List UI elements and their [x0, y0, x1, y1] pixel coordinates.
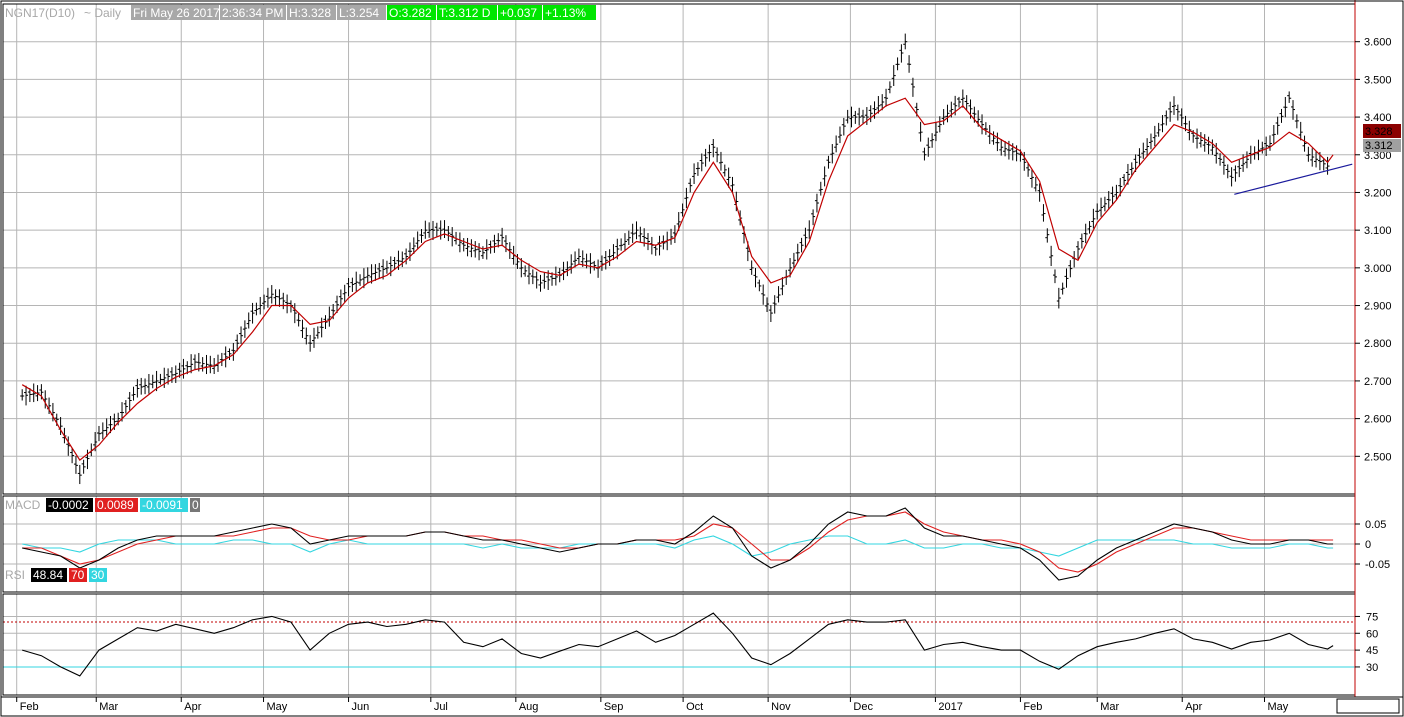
header-low: L:3.254 [339, 6, 379, 20]
legends: NGN17(D10) ~ Daily Fri May 26 2017 2:36:34 … [5, 5, 596, 582]
macd-legend-zero-bg [190, 498, 200, 512]
y-tick-label: -0.05 [1365, 559, 1390, 571]
x-tick-label: Apr [184, 701, 201, 713]
rsi-legend-lower: 30 [91, 568, 105, 582]
y-tick-label: 2.500 [1364, 451, 1392, 463]
y-tick-label: 3.200 [1364, 187, 1392, 199]
y-tick-label: 3.600 [1364, 37, 1392, 49]
macd-legend-title: MACD [5, 498, 41, 512]
header-low-bg [337, 5, 386, 20]
macd-legend-hist-bg [140, 498, 188, 512]
header-change-bg [498, 5, 542, 20]
x-tick-label: Apr [1185, 701, 1202, 713]
y-tick-label: 3.300 [1364, 150, 1392, 162]
header-change: +0.037 [500, 6, 537, 20]
current-price-badge-bg [1363, 139, 1401, 152]
macd-legend-value-bg [46, 498, 93, 512]
x-tick-label: Mar [99, 701, 118, 713]
y-tick-label: 75 [1366, 611, 1378, 623]
x-tick-label: Nov [771, 701, 791, 713]
x-tick-label: May [1268, 701, 1289, 713]
x-tick-label: Mar [1100, 701, 1119, 713]
macd-legend-zero: 0 [192, 498, 199, 512]
rsi-legend-upper: 70 [71, 568, 85, 582]
x-tick-label: Jun [352, 701, 370, 713]
header-change-pct: +1.13% [545, 6, 586, 20]
rsi-line [22, 612, 1334, 677]
header-date-bg [131, 5, 219, 20]
price-bars [20, 33, 1330, 485]
y-tick-label: 2.800 [1364, 338, 1392, 350]
x-tick-label: Aug [519, 701, 539, 713]
macd-lines [22, 507, 1334, 581]
header-change-pct-bg [543, 5, 596, 20]
header-high: H:3.328 [289, 6, 331, 20]
header-period: ~ Daily [84, 6, 121, 20]
macd-legend-hist: -0.0091 [142, 498, 183, 512]
last-price-badge: 3.328 [1365, 126, 1393, 138]
y-axis: 3.600 3.500 3.400 3.300 3.200 3.100 3.000 2.900… [1355, 37, 1392, 674]
y-tick-label: 3.000 [1364, 263, 1392, 275]
current-price-badge: 3.312 [1365, 140, 1393, 152]
x-tick-label: Feb [20, 701, 39, 713]
y-tick-label: 0 [1365, 539, 1371, 551]
macd-legend-signal-bg [95, 498, 138, 512]
x-tick-label: May [267, 701, 288, 713]
y-tick-label: 2.600 [1364, 414, 1392, 426]
macd-legend-value: -0.0002 [48, 498, 89, 512]
rsi-legend-value: 48.84 [33, 568, 63, 582]
x-tick-label: Jul [434, 701, 448, 713]
rsi-legend-upper-bg [69, 568, 87, 582]
header-open: O:3.282 [389, 6, 432, 20]
moving-average-line [21, 97, 1334, 461]
y-tick-label: 2.900 [1364, 301, 1392, 313]
x-tick-label: Oct [686, 701, 703, 713]
rsi-legend-title: RSI [5, 568, 25, 582]
header-symbol: NGN17(D10) [5, 6, 75, 20]
header-time: 2:36:34 PM [222, 6, 283, 20]
rsi-legend-value-bg [31, 568, 67, 582]
y-tick-label: 60 [1366, 628, 1378, 640]
last-price-badge-bg [1363, 124, 1401, 138]
y-tick-label: 0.05 [1365, 519, 1386, 531]
header-open-bg [387, 5, 436, 20]
x-tick-label: Sep [604, 701, 624, 713]
y-tick-label: 3.500 [1364, 74, 1392, 86]
header-date: Fri May 26 2017 [133, 6, 220, 20]
header-time-bg [220, 5, 286, 20]
rsi-lines [22, 612, 1334, 677]
x-axis: Feb Mar Apr May Jun Jul Aug Sep Oct Nov Dec 2017 Feb… [16, 697, 1400, 714]
macd-line [22, 507, 1334, 581]
price-lines [21, 97, 1353, 461]
corner-box [1336, 698, 1400, 714]
x-tick-label: 2017 [938, 701, 962, 713]
macd-legend-signal: 0.0089 [97, 498, 134, 512]
x-tick-label: Feb [1023, 701, 1042, 713]
macd-hist-line [22, 535, 1334, 557]
header-trade: T:3.312 D [439, 6, 491, 20]
header-high-bg [287, 5, 336, 20]
y-tick-label: 3.400 [1364, 112, 1392, 124]
header-trade-bg [437, 5, 497, 20]
x-tick-label: Dec [853, 701, 873, 713]
trendline [1234, 163, 1353, 195]
y-tick-label: 30 [1366, 662, 1378, 674]
price-badges: 3.328 3.312 [1363, 124, 1401, 152]
rsi-legend-lower-bg [89, 568, 107, 582]
y-tick-label: 3.100 [1364, 225, 1392, 237]
grid [3, 4, 1355, 695]
y-tick-label: 45 [1366, 645, 1378, 657]
y-tick-label: 2.700 [1364, 376, 1392, 388]
